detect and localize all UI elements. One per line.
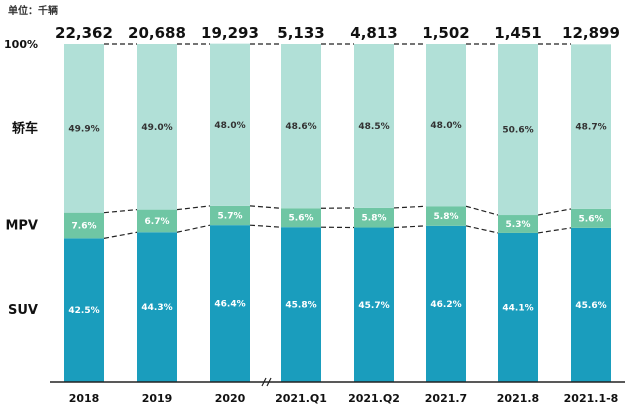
series-label: MPV — [5, 219, 38, 234]
segment-label: 5.3% — [506, 220, 531, 230]
segment-label: 48.5% — [358, 122, 389, 132]
connector-line — [249, 205, 282, 209]
x-tick-label: 2020 — [215, 392, 246, 405]
segment-label: 42.5% — [68, 306, 99, 316]
bar-segment-mpv — [281, 208, 321, 228]
bar-segment-suv — [498, 232, 538, 382]
unit-label: 单位：千辆 — [8, 4, 58, 17]
total-label: 4,813 — [350, 24, 397, 42]
x-ticks-group: 2018 2019 2020 2021.Q1 2021.Q2 2021.7 2021.8 20… — [69, 392, 619, 405]
bar-segment-sedan — [64, 44, 104, 213]
bar-segment-suv — [64, 238, 104, 382]
connector-line — [537, 227, 572, 234]
bar-segment-suv — [137, 232, 177, 382]
segment-label: 45.7% — [358, 301, 389, 311]
segment-label: 48.0% — [214, 121, 245, 131]
bar-segment-sedan — [426, 44, 466, 207]
x-tick-label: 2018 — [69, 392, 100, 405]
segment-label: 44.3% — [141, 303, 172, 313]
x-tick-label: 2021.1-8 — [564, 392, 619, 405]
x-tick-label: 2021.7 — [425, 392, 467, 405]
bar-segment-sedan — [281, 44, 321, 209]
axis-break — [261, 377, 272, 387]
connector-line — [249, 224, 282, 228]
bar-segment-sedan — [137, 44, 177, 210]
totals-group: 22,362 20,688 19,293 5,133 4,813 1,502 1,451 12… — [55, 24, 620, 42]
connector-line — [176, 205, 211, 211]
segment-label: 46.2% — [430, 300, 461, 310]
bar-segment-mpv — [354, 207, 394, 228]
bar-segment-suv — [210, 225, 250, 382]
segment-label: 48.6% — [285, 122, 316, 132]
x-tick-label: 2021.Q1 — [275, 392, 327, 405]
bar-segment-sedan — [571, 44, 611, 209]
series-label: 轿车 — [12, 120, 38, 136]
bar-segment-suv — [571, 227, 611, 382]
bar-segment-suv — [281, 227, 321, 382]
bar-segment-mpv — [426, 206, 466, 226]
segment-label: 5.8% — [434, 212, 459, 222]
row-labels-group: 100% SUV MPV 轿车 — [4, 38, 38, 318]
segment-label: 48.7% — [575, 123, 606, 133]
segment-label: 45.6% — [575, 301, 606, 311]
total-label: 19,293 — [201, 24, 259, 42]
segment-label: 5.8% — [362, 214, 387, 224]
total-label: 5,133 — [277, 24, 324, 42]
bar-segment-suv — [426, 225, 466, 382]
segment-label: 49.0% — [141, 123, 172, 133]
connector-line — [465, 225, 499, 234]
segment-label: 44.1% — [502, 303, 533, 313]
connector-line — [393, 205, 427, 209]
x-tick-label: 2021.8 — [497, 392, 539, 405]
bar-segment-suv — [354, 227, 394, 382]
connector-line — [393, 225, 427, 229]
y-top-label: 100% — [4, 38, 38, 51]
connector-line — [537, 208, 572, 216]
segment-label: 5.7% — [218, 212, 243, 222]
total-label: 20,688 — [128, 24, 186, 42]
segment-label: 49.9% — [68, 124, 99, 134]
bar-segment-mpv — [137, 209, 177, 233]
x-tick-label: 2019 — [142, 392, 173, 405]
segment-label: 5.6% — [579, 214, 604, 224]
bar-segment-sedan — [354, 44, 394, 208]
segment-label: 6.7% — [145, 217, 170, 227]
total-label: 1,451 — [494, 24, 541, 42]
segment-label: 45.8% — [285, 301, 316, 311]
segment-label: 46.4% — [214, 300, 245, 310]
total-label: 1,502 — [422, 24, 469, 42]
bars-group — [64, 43, 611, 382]
connector-line — [103, 231, 138, 239]
connector-line — [103, 209, 138, 214]
total-label: 12,899 — [562, 24, 620, 42]
connector-line — [176, 224, 211, 233]
bar-segment-sedan — [210, 43, 250, 206]
bar-segment-mpv — [571, 208, 611, 228]
connector-line — [465, 205, 499, 216]
bar-segment-sedan — [498, 44, 538, 216]
segment-label: 48.0% — [430, 121, 461, 131]
bar-segment-mpv — [498, 215, 538, 233]
bar-segment-mpv — [64, 212, 104, 239]
segment-label: 5.6% — [289, 214, 314, 224]
series-label: SUV — [8, 303, 38, 318]
total-label: 22,362 — [55, 24, 113, 42]
segment-labels-group: 42.5% 7.6% 49.9% 44.3% 6.7% 49.0% 46.4% 5.7% 48.… — [68, 121, 606, 316]
bar-segment-mpv — [210, 205, 250, 226]
x-tick-label: 2021.Q2 — [348, 392, 400, 405]
segment-label: 7.6% — [72, 222, 97, 232]
segment-label: 50.6% — [502, 126, 533, 136]
connector-lines — [103, 43, 572, 239]
